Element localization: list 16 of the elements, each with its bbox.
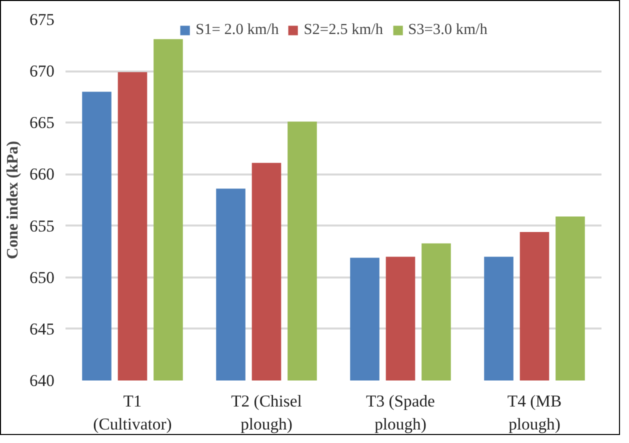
- x-tick-label: T3 (Spade plough): [366, 392, 435, 434]
- legend-label: S2=2.5 km/h: [304, 21, 384, 39]
- y-tick-label: 675: [30, 10, 54, 29]
- x-tick-label: T1 (Cultivator): [93, 392, 172, 434]
- y-tick-label: 645: [30, 319, 54, 338]
- y-tick-label: 670: [30, 62, 54, 81]
- y-tick-label: 650: [30, 268, 54, 287]
- x-tick-label: T2 (Chisel plough): [231, 392, 302, 434]
- legend-label: S1= 2.0 km/h: [196, 21, 279, 39]
- y-tick-label: 640: [30, 371, 54, 390]
- y-axis-title: Cone index (kPa): [4, 140, 22, 260]
- y-tick-label: 655: [30, 216, 54, 236]
- legend-label: S3=3.0 km/h: [408, 21, 488, 39]
- x-tick-label: T4 (MB plough): [507, 392, 562, 434]
- y-tick-label: 665: [30, 113, 54, 132]
- y-tick-label: 660: [30, 164, 54, 184]
